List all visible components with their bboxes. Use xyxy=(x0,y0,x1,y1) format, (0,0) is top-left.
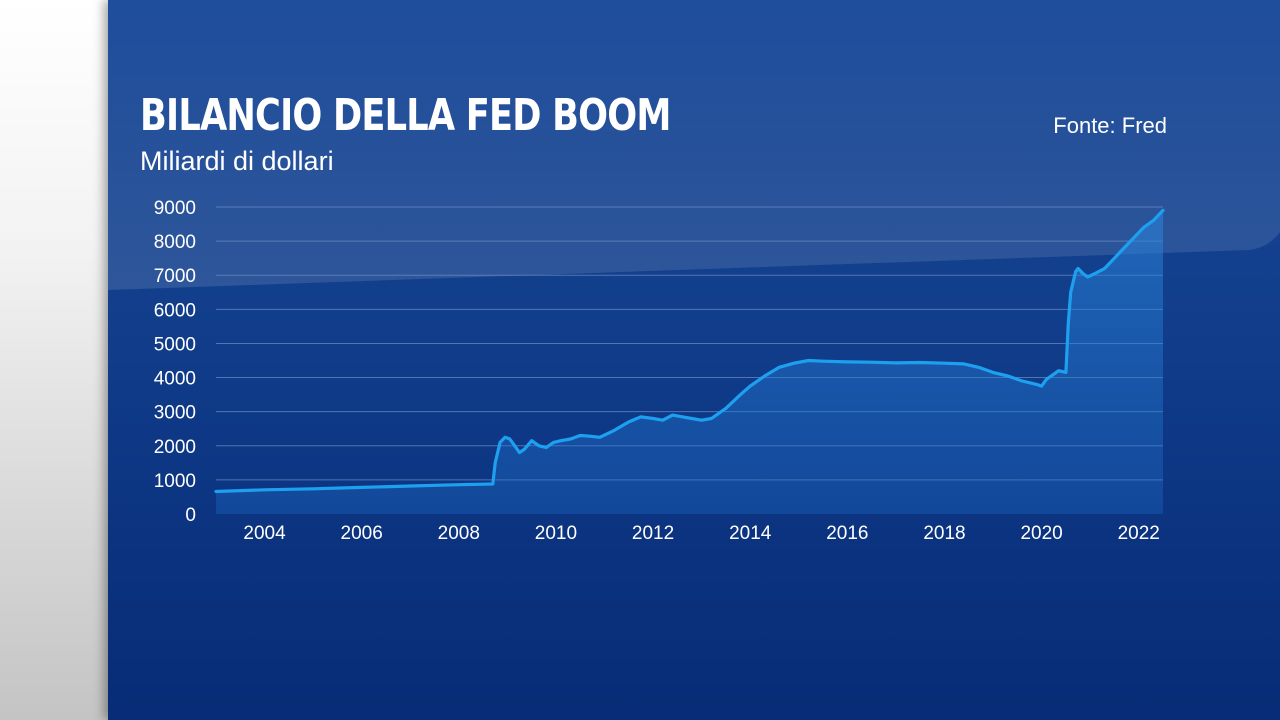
series-area xyxy=(216,210,1163,514)
y-tick-label: 4000 xyxy=(154,369,196,390)
y-tick-label: 0 xyxy=(185,505,196,526)
x-tick-label: 2006 xyxy=(341,523,383,544)
y-tick-label: 3000 xyxy=(154,403,196,424)
y-tick-label: 6000 xyxy=(154,300,196,321)
source-label: Fonte: Fred xyxy=(1053,113,1167,138)
y-tick-label: 5000 xyxy=(154,334,196,355)
x-tick-label: 2010 xyxy=(535,523,577,544)
left-margin-strip xyxy=(0,0,108,720)
x-tick-label: 2016 xyxy=(826,523,868,544)
x-tick-label: 2022 xyxy=(1118,523,1160,544)
x-tick-label: 2008 xyxy=(438,523,480,544)
chart-title: BILANCIO DELLA FED BOOM xyxy=(140,90,671,141)
x-tick-label: 2020 xyxy=(1020,523,1062,544)
y-tick-label: 9000 xyxy=(154,198,196,219)
x-tick-label: 2018 xyxy=(923,523,965,544)
series-line xyxy=(214,208,1165,494)
y-tick-label: 7000 xyxy=(154,266,196,287)
x-tick-label: 2014 xyxy=(729,523,772,544)
chart-subtitle: Miliardi di dollari xyxy=(140,146,334,176)
y-tick-label: 1000 xyxy=(154,471,196,492)
y-tick-label: 8000 xyxy=(154,232,196,253)
x-tick-label: 2012 xyxy=(632,523,674,544)
y-tick-label: 2000 xyxy=(154,437,196,458)
x-tick-label: 2004 xyxy=(243,523,286,544)
